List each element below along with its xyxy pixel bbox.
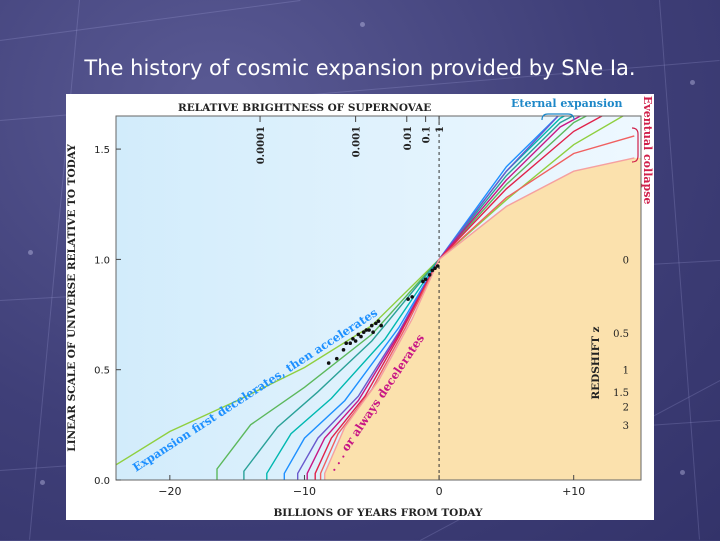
series-line (324, 157, 635, 480)
x-tick-label: −20 (158, 485, 181, 498)
data-point (326, 361, 331, 365)
brightness-tick-label: 0.1 (422, 126, 433, 143)
eternal-expansion-label: Eternal expansion (511, 97, 622, 110)
data-point (435, 264, 440, 268)
redshift-tick-label: 0.5 (613, 329, 629, 340)
data-point (421, 279, 425, 284)
chart-figure: −20 −10 0 +10 0.0 0.5 1.0 1.5 0.0001 0.001 0.01 0.1… (66, 94, 654, 520)
data-point (334, 356, 339, 361)
y-axis-label: LINEAR SCALE OF UNIVERSE RELATIVE TO TOD… (66, 144, 78, 452)
brightness-tick-label: 0.01 (403, 126, 414, 150)
eventual-collapse-label: Eventual collapse (641, 96, 654, 204)
x-axis-label: BILLIONS OF YEARS FROM TODAY (273, 507, 483, 519)
brightness-tick-label: 0.0001 (256, 126, 267, 164)
redshift-tick-label: 0 (623, 255, 629, 266)
data-point (374, 321, 378, 326)
data-point (348, 341, 353, 346)
background-line (0, 0, 301, 41)
background-dot (360, 22, 365, 27)
y-tick-label: 0.0 (94, 476, 110, 487)
data-point (359, 334, 363, 339)
y-tick-label: 1.0 (94, 255, 110, 266)
data-point (433, 266, 437, 271)
cosmic-expansion-chart: −20 −10 0 +10 0.0 0.5 1.0 1.5 0.0001 0.001 0.01 0.1… (66, 96, 654, 519)
data-point (406, 297, 410, 301)
redshift-tick-label: 1 (623, 366, 629, 377)
x-tick-label: 0 (436, 485, 443, 498)
y-tick-label: 1.5 (94, 145, 110, 156)
series-line (297, 116, 560, 480)
x-tick-label: −10 (293, 485, 316, 498)
data-point (369, 323, 374, 328)
data-point (367, 328, 371, 332)
redshift-tick-label: 3 (623, 421, 629, 432)
data-point (361, 330, 366, 334)
data-point (364, 328, 369, 332)
right-axis-label: REDSHIFT z (590, 326, 602, 399)
series-line (319, 135, 635, 480)
data-point (344, 341, 348, 346)
data-point (353, 339, 358, 343)
data-point (371, 330, 375, 334)
series-line (243, 116, 575, 480)
eternal-bracket (541, 113, 575, 121)
data-point (430, 268, 435, 273)
background-dot (28, 250, 33, 255)
redshift-tick-label: 1.5 (613, 388, 629, 399)
shaded-region (324, 157, 641, 480)
slide-title: The history of cosmic expansion provided… (84, 56, 636, 80)
background-dot (680, 470, 685, 475)
collapse-bracket (631, 127, 639, 163)
series-line (216, 116, 588, 480)
data-point (423, 277, 428, 282)
y-tick-label: 0.5 (94, 366, 110, 377)
brightness-tick-label: 1 (435, 126, 446, 133)
data-point (379, 323, 383, 328)
data-point (351, 337, 355, 341)
series-line (306, 116, 582, 480)
data-point (427, 273, 432, 277)
data-point (341, 348, 346, 352)
brightness-tick-label: 0.001 (352, 126, 363, 157)
data-point (376, 319, 381, 323)
background-dot (40, 480, 45, 485)
top-axis-label: RELATIVE BRIGHTNESS OF SUPERNOVAE (178, 102, 431, 114)
x-tick-label: +10 (562, 485, 585, 498)
redshift-tick-label: 2 (623, 403, 629, 414)
data-point (356, 332, 361, 337)
data-point (410, 295, 414, 299)
background-dot (690, 80, 695, 85)
plot-frame (115, 115, 642, 481)
series-line (266, 116, 566, 480)
series-line (314, 116, 604, 480)
series-line (283, 116, 559, 480)
